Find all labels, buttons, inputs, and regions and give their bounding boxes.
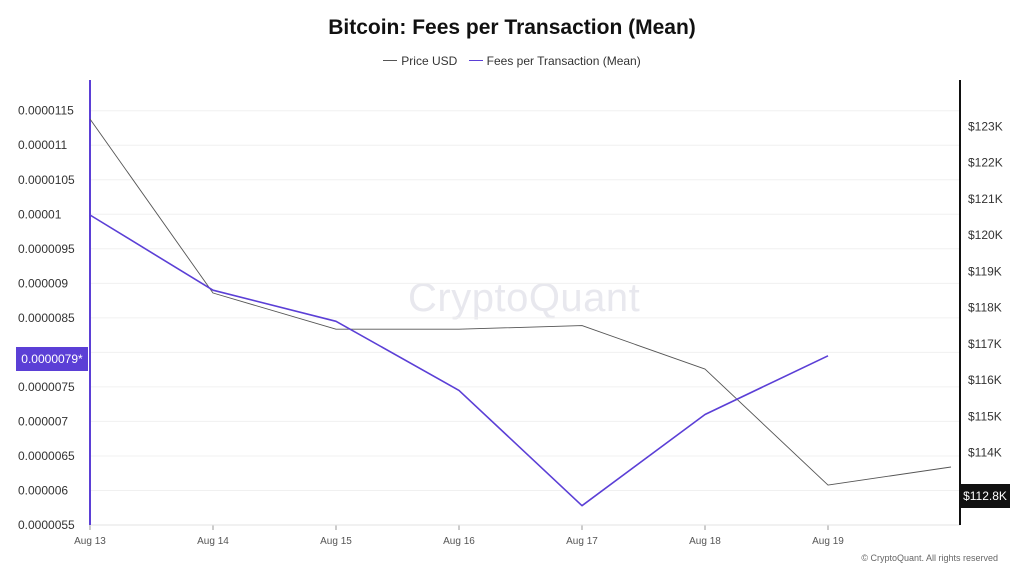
right-tick-label: $114K (968, 446, 1002, 460)
legend: Price USD Fees per Transaction (Mean) (0, 50, 1024, 68)
x-axis-ticks: Aug 13 Aug 14 Aug 15 Aug 16 Aug 17 Aug 18 Aug … (74, 524, 960, 547)
right-tick-label: $117K (968, 337, 1002, 351)
series-line-fees (89, 214, 829, 507)
left-tick-label: 0.000007 (18, 414, 68, 428)
left-tick-label: 0.000011 (18, 138, 67, 152)
left-tick-label: 0.0000085 (18, 311, 75, 325)
right-tick-label: $116K (968, 373, 1002, 387)
right-tick-label: $118K (968, 301, 1002, 315)
x-tick-label: Aug 19 (812, 536, 844, 547)
left-tick-label: 0.000006 (18, 483, 68, 497)
legend-swatch-fees (468, 60, 483, 61)
left-tick-label: 0.00001 (18, 207, 62, 221)
legend-swatch-price (383, 60, 398, 61)
series-line-price (89, 118, 952, 486)
legend-entry-price[interactable]: Price USD (383, 54, 457, 68)
x-tick-label: Aug 17 (566, 536, 598, 547)
right-axis-ticks: $114K $115K $116K $117K $118K $119K $120K $121K… (968, 119, 1003, 459)
legend-label-price: Price USD (401, 53, 458, 68)
left-tick-label: 0.0000105 (18, 173, 75, 187)
x-tick-label: Aug 18 (689, 536, 721, 547)
copyright-text: © CryptoQuant. All rights reserved (861, 553, 998, 563)
right-tick-label: $123K (968, 119, 1003, 133)
series-lines (89, 118, 952, 507)
left-axis-ticks: 0.0000055 0.000006 0.0000065 0.000007 0.0000… (18, 104, 75, 532)
right-tick-label: $119K (968, 264, 1002, 278)
grid-lines (90, 110, 960, 526)
left-tick-label: 0.0000055 (18, 518, 75, 532)
x-tick-label: Aug 16 (443, 536, 475, 547)
right-tick-label: $121K (968, 192, 1003, 206)
x-tick-label: Aug 15 (320, 536, 352, 547)
x-tick-label: Aug 13 (74, 536, 106, 547)
left-tick-label: 0.0000115 (18, 104, 74, 118)
left-tick-label: 0.0000065 (18, 449, 75, 463)
right-tick-label: $122K (968, 156, 1003, 170)
legend-entry-fees[interactable]: Fees per Transaction (Mean) (468, 53, 641, 68)
left-tick-label: 0.0000075 (18, 380, 75, 394)
left-axis-current-value-marker: 0.0000079* (16, 347, 88, 372)
right-tick-label: $115K (968, 409, 1002, 423)
left-tick-label: 0.0000095 (18, 242, 75, 256)
right-tick-label: $120K (968, 228, 1003, 242)
right-axis-current-value-marker: $112.8K (960, 484, 1010, 508)
legend-label-fees: Fees per Transaction (Mean) (486, 53, 641, 68)
x-tick-label: Aug 14 (197, 536, 229, 547)
chart-title: Bitcoin: Fees per Transaction (Mean) (328, 16, 696, 39)
left-tick-label: 0.000009 (18, 276, 68, 290)
